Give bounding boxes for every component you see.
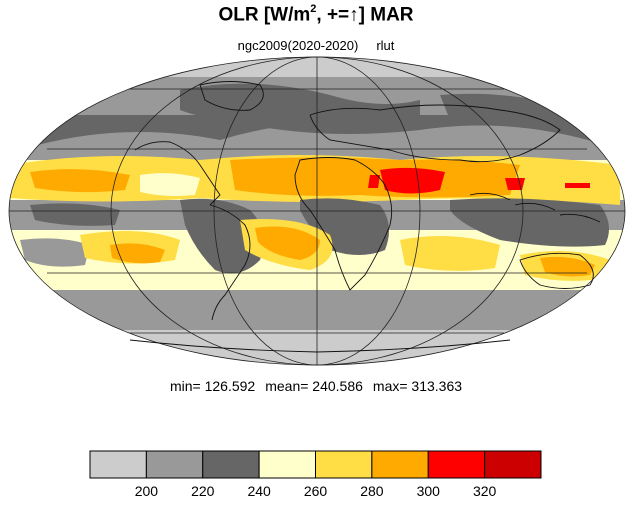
northern-gray-patch	[20, 122, 620, 160]
colorbar-box	[258, 450, 316, 479]
antarctica-coast	[129, 339, 511, 353]
coastlines	[129, 81, 601, 353]
colorbar-box	[371, 450, 429, 479]
map-subtitle: ngc2009(2020-2020) rlut	[0, 38, 632, 53]
mean-value: 240.586	[312, 378, 363, 394]
sahara-red-small	[368, 175, 380, 188]
colorbar-box	[427, 450, 486, 479]
north-america-coast	[134, 141, 221, 206]
arabian-red-patch	[505, 178, 525, 190]
min-label: min=	[169, 378, 201, 394]
colorbar-box	[315, 450, 373, 479]
experiment-label: ngc2009(2020-2020)	[237, 38, 359, 53]
pacific-orange-patch	[30, 169, 130, 193]
greenland-coast	[199, 81, 264, 111]
indian-ocean-warm	[400, 236, 500, 271]
africa-coast	[294, 157, 393, 291]
variable-label: rlut	[376, 38, 395, 53]
colorbar-box	[89, 450, 147, 479]
south-america-coast	[209, 204, 251, 321]
mean-label: mean=	[265, 378, 309, 394]
field-statistics: min= 126.592 mean= 240.586 max= 313.363	[0, 378, 632, 394]
title-suffix: , +=↑] MAR	[316, 4, 414, 26]
colorbar-tick-label: 220	[191, 483, 215, 499]
south-pacific-orange	[110, 243, 165, 264]
arctic-dark-patch	[180, 83, 420, 134]
sahara-red-patch	[380, 167, 445, 194]
colorbar-tick-label: 260	[303, 483, 328, 499]
colorbar-tick-label: 240	[247, 483, 271, 499]
map-title: OLR [W/m2, +=↑] MAR	[0, 3, 632, 26]
max-value: 313.363	[411, 378, 463, 394]
amazon-dark-patch	[180, 198, 264, 274]
colorbar-tick-label: 320	[472, 483, 497, 499]
colorbar-box	[202, 450, 260, 479]
colorbar-tick-label: 200	[134, 483, 159, 499]
south-pacific-gray	[20, 238, 90, 267]
colorbar-box	[484, 450, 542, 479]
title-prefix: OLR [W/m	[218, 4, 311, 26]
eurasia-coast	[309, 104, 561, 163]
atlantic-pale-patch	[140, 173, 200, 196]
pacific-red-patch	[565, 183, 590, 188]
australia-coast	[519, 252, 594, 289]
south-atlantic-orange	[255, 226, 320, 260]
max-label: max=	[372, 378, 408, 394]
indonesia-coast	[469, 192, 601, 223]
colorbar-box	[145, 450, 204, 479]
colorbar-tick-label: 300	[416, 483, 440, 499]
maritime-continent-dark	[450, 198, 609, 247]
colorbar-tick-label: 280	[360, 483, 384, 499]
australia-orange	[540, 256, 595, 277]
title-superscript: 2	[310, 3, 317, 15]
min-value: 126.592	[204, 378, 256, 394]
east-pacific-dark	[30, 203, 120, 226]
graticule	[8, 56, 626, 366]
